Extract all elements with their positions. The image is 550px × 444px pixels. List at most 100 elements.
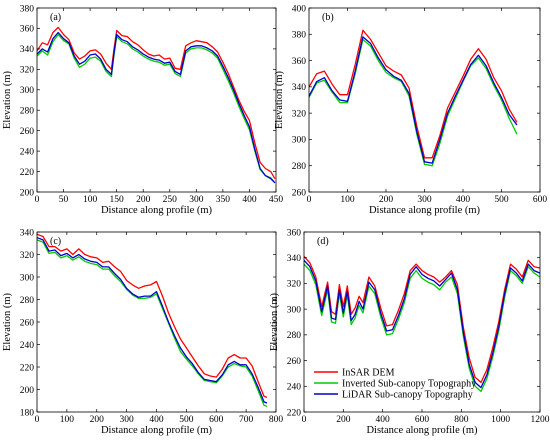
x-tick-label: 400 <box>456 195 471 205</box>
y-tick-label: 360 <box>20 25 35 35</box>
y-tick-label: 200 <box>20 386 35 396</box>
series-line <box>37 33 276 184</box>
y-tick-label: 340 <box>292 83 307 93</box>
x-tick-label: 100 <box>83 195 98 205</box>
y-tick-label: 220 <box>20 363 35 373</box>
y-tick-label: 200 <box>20 188 35 198</box>
y-tick-label: 340 <box>287 254 302 264</box>
x-tick-label: 0 <box>307 195 312 205</box>
y-tick-label: 220 <box>287 408 302 418</box>
x-tick-label: 400 <box>149 415 164 425</box>
y-axis-label: Elevation (m) <box>2 70 13 129</box>
x-axis-label: Distance along profile (m) <box>101 205 213 216</box>
y-axis-label: Elevation (m) <box>274 70 285 129</box>
x-tick-label: 300 <box>417 195 432 205</box>
chart-panel: 0 200 400 600 800 1000 1200 220 240 260 280 300 320 3… <box>269 228 550 436</box>
x-tick-label: 0 <box>35 415 40 425</box>
y-tick-label: 360 <box>292 57 307 67</box>
y-tick-label: 360 <box>287 228 302 238</box>
series-line <box>304 263 540 393</box>
x-tick-label: 600 <box>209 415 224 425</box>
x-tick-label: 200 <box>136 195 151 205</box>
y-tick-label: 240 <box>20 147 35 157</box>
y-tick-label: 280 <box>20 107 35 117</box>
y-tick-label: 340 <box>20 45 35 55</box>
y-tick-label: 320 <box>292 109 307 119</box>
x-tick-label: 700 <box>239 415 254 425</box>
y-tick-label: 240 <box>20 341 35 351</box>
x-axis-label: Distance along profile (m) <box>369 205 481 216</box>
y-tick-label: 320 <box>20 251 35 261</box>
legend-label: Inverted Sub-canopy Topography <box>342 379 476 390</box>
panel-label: (d) <box>317 236 329 247</box>
axes-frame <box>36 231 277 413</box>
y-tick-label: 300 <box>287 305 302 315</box>
y-tick-label: 300 <box>20 86 35 96</box>
x-tick-label: 1200 <box>531 415 550 425</box>
y-tick-label: 260 <box>20 318 35 328</box>
x-tick-label: 400 <box>242 195 257 205</box>
y-tick-label: 260 <box>20 127 35 137</box>
chart-panel: 0 50 100 150 200 250 300 350 400 450 200 220 240 260 2… <box>2 4 283 216</box>
x-tick-label: 150 <box>110 195 125 205</box>
y-tick-label: 300 <box>292 136 307 146</box>
x-tick-label: 350 <box>216 195 231 205</box>
x-tick-label: 600 <box>533 195 548 205</box>
x-tick-label: 250 <box>163 195 178 205</box>
legend-label: LiDAR Sub-canopy Topography <box>342 390 473 401</box>
y-tick-label: 220 <box>20 168 35 178</box>
y-tick-label: 280 <box>292 162 307 172</box>
x-tick-label: 50 <box>59 195 69 205</box>
y-tick-label: 280 <box>20 296 35 306</box>
x-tick-label: 500 <box>179 415 194 425</box>
y-tick-label: 180 <box>20 408 35 418</box>
y-tick-label: 260 <box>287 357 302 367</box>
y-tick-label: 280 <box>287 331 302 341</box>
chart-panel: 0 100 200 300 400 500 600 260 280 300 320 340 360 380… <box>274 4 547 216</box>
panel-label: (c) <box>50 236 61 247</box>
series-line <box>304 255 540 384</box>
x-tick-label: 100 <box>340 195 355 205</box>
x-tick-label: 300 <box>189 195 204 205</box>
x-tick-label: 500 <box>494 195 509 205</box>
y-tick-label: 400 <box>292 4 307 14</box>
x-tick-label: 100 <box>60 415 75 425</box>
x-tick-label: 0 <box>302 415 307 425</box>
legend-label: InSAR DEM <box>342 368 395 379</box>
series-line <box>37 31 276 184</box>
x-tick-label: 200 <box>90 415 105 425</box>
x-tick-label: 300 <box>120 415 135 425</box>
y-tick-label: 260 <box>292 188 307 198</box>
y-tick-label: 380 <box>292 31 307 41</box>
y-axis-label: Elevation (m) <box>2 292 13 351</box>
y-tick-label: 320 <box>287 280 302 290</box>
x-tick-label: 0 <box>35 195 40 205</box>
series-line <box>37 233 268 399</box>
y-tick-label: 340 <box>20 228 35 238</box>
y-tick-label: 320 <box>20 66 35 76</box>
y-tick-label: 300 <box>20 273 35 283</box>
panel-label: (a) <box>50 12 61 23</box>
series-line <box>37 26 276 180</box>
series-line <box>37 236 268 404</box>
x-tick-label: 800 <box>269 415 284 425</box>
series-line <box>304 259 540 389</box>
y-tick-label: 240 <box>287 383 302 393</box>
x-tick-label: 600 <box>415 415 430 425</box>
series-line <box>309 36 518 164</box>
x-tick-label: 450 <box>269 195 284 205</box>
chart-panel: 0 100 200 300 400 500 600 700 800 180 200 220 240 260… <box>2 228 283 436</box>
x-tick-label: 200 <box>336 415 351 425</box>
y-tick-label: 380 <box>20 4 35 14</box>
x-tick-label: 1000 <box>491 415 510 425</box>
x-tick-label: 800 <box>454 415 469 425</box>
x-tick-label: 400 <box>376 415 391 425</box>
series-line <box>37 239 268 408</box>
axes-frame <box>36 7 277 193</box>
series-line <box>309 29 518 159</box>
x-tick-label: 200 <box>379 195 394 205</box>
panel-label: (b) <box>322 12 334 23</box>
x-axis-label: Distance along profile (m) <box>366 425 478 436</box>
